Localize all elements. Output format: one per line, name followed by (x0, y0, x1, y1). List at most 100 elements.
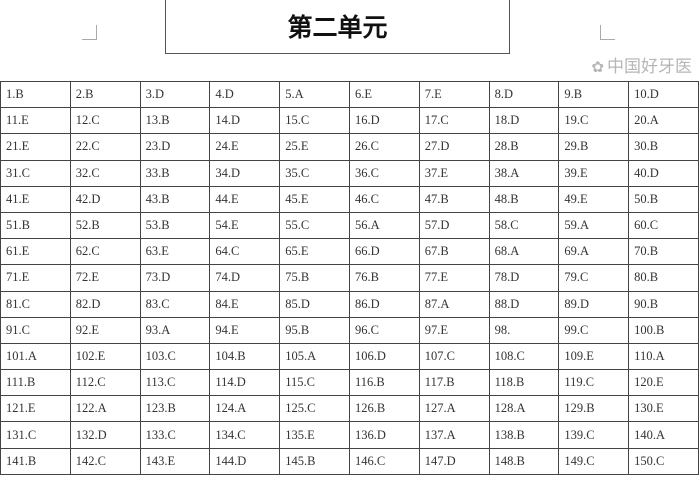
answer-cell: 17.C (418, 107, 490, 135)
answer-cell: 122.A (69, 395, 141, 423)
answer-cell: 67.B (418, 238, 490, 266)
answer-cell: 126.B (348, 395, 420, 423)
answer-cell: 29.B (558, 133, 630, 161)
answer-cell: 79.C (558, 264, 630, 292)
answer-cell: 23.D (139, 133, 211, 161)
answer-cell: 144.D (209, 447, 281, 475)
answer-cell: 145.B (279, 447, 350, 475)
answer-cell: 127.A (418, 395, 490, 423)
answer-cell: 58.C (488, 211, 560, 240)
answer-cell: 118.B (488, 369, 560, 397)
answer-cell: 39.E (558, 159, 630, 187)
answer-cell: 138.B (488, 421, 560, 449)
table-row: 111.B 112.C 113.C 114.D 115.C 116.B 117.B 118.B… (0, 369, 699, 397)
answer-cell: 105.A (279, 342, 350, 371)
table-row: 11.E 12.C 13.B 14.D 15.C 16.D 17.C 18.D 19.C 20.A (0, 107, 699, 135)
watermark-text: 中国好牙医 (607, 57, 692, 77)
answer-cell: 82.D (69, 290, 141, 318)
answer-cell: 77.E (418, 264, 490, 292)
answer-cell: 123.B (139, 395, 211, 423)
answer-cell: 146.C (348, 447, 420, 475)
answer-cell: 136.D (348, 421, 420, 449)
answer-cell: 131.C (0, 421, 71, 449)
answer-cell: 130.E (628, 395, 699, 423)
section-title: 第二单元 (165, 0, 510, 54)
answer-cell: 91.C (0, 316, 71, 344)
answer-cell: 128.A (488, 395, 560, 423)
table-row: 141.B 142.C 143.E 144.D 145.B 146.C 147.D 148.B… (0, 447, 699, 475)
answer-cell: 113.C (139, 369, 211, 397)
answer-cell: 26.C (348, 133, 420, 161)
answer-cell: 24.E (209, 133, 281, 161)
answer-cell: 80.B (628, 264, 699, 292)
wechat-icon: ✿ (591, 58, 604, 76)
table-row: 71.E 72.E 73.D 74.D 75.B 76.B 77.E 78.D 79.C 80.B (0, 264, 699, 292)
answer-cell: 89.D (558, 290, 630, 318)
answer-cell: 1.B (0, 80, 71, 109)
table-row: 81.C 82.D 83.C 84.E 85.D 86.D 87.A 88.D 89.D 90.B (0, 290, 699, 318)
answer-cell: 28.B (488, 133, 560, 161)
table-row: 41.E 42.D 43.B 44.E 45.E 46.C 47.B 48.B 49.E 50.B (0, 185, 699, 213)
answer-cell: 141.B (0, 447, 71, 475)
answer-cell: 48.B (488, 185, 560, 213)
table-row: 31.C 32.C 33.B 34.D 35.C 36.C 37.E 38.A 39.E 40.D (0, 159, 699, 187)
answer-cell: 57.D (418, 211, 490, 240)
answer-cell: 38.A (488, 159, 560, 187)
answer-cell: 25.E (279, 133, 350, 161)
answer-cell: 45.E (279, 185, 350, 213)
answer-cell: 95.B (279, 316, 350, 344)
answer-cell: 44.E (209, 185, 281, 213)
answer-cell: 125.C (279, 395, 350, 423)
answer-cell: 14.D (209, 107, 281, 135)
answer-cell: 43.B (139, 185, 211, 213)
answer-cell: 31.C (0, 159, 71, 187)
answer-cell: 56.A (348, 211, 420, 240)
answer-cell: 96.C (348, 316, 420, 344)
answer-cell: 4.D (209, 80, 281, 109)
page-corner-mark-right (600, 25, 615, 40)
answer-cell: 12.C (69, 107, 141, 135)
answer-cell: 86.D (348, 290, 420, 318)
answer-cell: 119.C (558, 369, 630, 397)
table-row: 91.C 92.E 93.A 94.E 95.B 96.C 97.E 98. 99.C 100.B (0, 316, 699, 344)
answer-cell: 111.B (0, 369, 71, 397)
answer-cell: 139.C (558, 421, 630, 449)
answer-cell: 147.D (418, 447, 490, 475)
answer-cell: 70.B (628, 238, 699, 266)
answer-cell: 134.C (209, 421, 281, 449)
answer-cell: 87.A (418, 290, 490, 318)
answer-cell: 93.A (139, 316, 211, 344)
answer-cell: 20.A (628, 107, 699, 135)
answer-cell: 135.E (279, 421, 350, 449)
answer-cell: 53.B (139, 211, 211, 240)
answer-cell: 137.A (418, 421, 490, 449)
answer-cell: 92.E (69, 316, 141, 344)
answer-cell: 13.B (139, 107, 211, 135)
answer-table: 1.B 2.B 3.D 4.D 5.A 6.E 7.E 8.D 9.B 10.D 11.E 12.C 1… (0, 80, 699, 475)
answer-cell: 104.B (209, 342, 281, 371)
answer-cell: 30.B (628, 133, 699, 161)
answer-cell: 59.A (558, 211, 630, 240)
answer-cell: 102.E (69, 342, 141, 371)
answer-cell: 106.D (348, 342, 420, 371)
answer-cell: 49.E (558, 185, 630, 213)
answer-cell: 66.D (348, 238, 420, 266)
answer-cell: 99.C (558, 316, 630, 344)
answer-cell: 73.D (139, 264, 211, 292)
answer-cell: 35.C (279, 159, 350, 187)
table-row: 121.E 122.A 123.B 124.A 125.C 126.B 127.A 128.A… (0, 395, 699, 423)
answer-cell: 40.D (628, 159, 699, 187)
answer-cell: 11.E (0, 107, 71, 135)
answer-cell: 107.C (418, 342, 490, 371)
answer-cell: 65.E (279, 238, 350, 266)
answer-cell: 18.D (488, 107, 560, 135)
answer-cell: 15.C (279, 107, 350, 135)
answer-cell: 68.A (488, 238, 560, 266)
answer-cell: 114.D (209, 369, 281, 397)
answer-cell: 36.C (348, 159, 420, 187)
answer-cell: 51.B (0, 211, 71, 240)
answer-cell: 149.C (558, 447, 630, 475)
answer-cell: 78.D (488, 264, 560, 292)
answer-cell: 116.B (348, 369, 420, 397)
answer-cell: 50.B (628, 185, 699, 213)
